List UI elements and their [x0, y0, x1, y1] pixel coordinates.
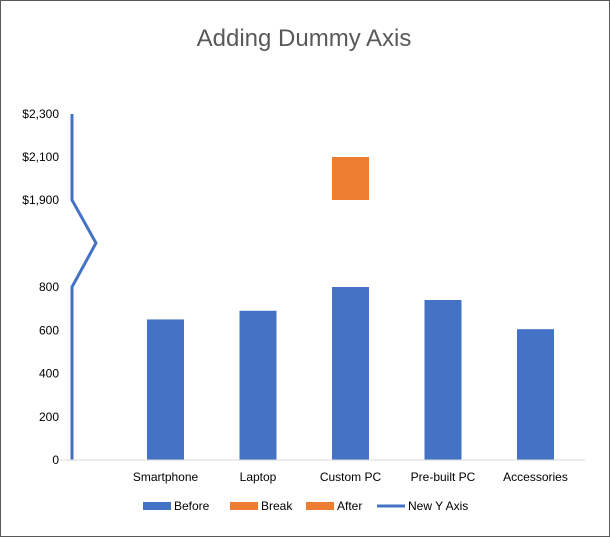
legend-label-0: Before	[174, 499, 210, 513]
category-label-3: Pre-built PC	[411, 470, 476, 484]
bar-after-2	[332, 157, 369, 200]
y-tick-label-upper-1: $2,100	[22, 150, 59, 164]
y-tick-label-lower-2: 400	[39, 367, 59, 381]
category-label-0: Smartphone	[133, 470, 199, 484]
legend-label-2: After	[337, 499, 362, 513]
legend: Before Break After New Y Axis	[143, 499, 468, 513]
y-tick-label-lower-3: 600	[39, 323, 59, 337]
bar-before-2	[332, 287, 369, 460]
bar-before-0	[147, 319, 184, 460]
chart-title: Adding Dummy Axis	[197, 25, 412, 52]
x-axis: Smartphone Laptop Custom PC Pre-built PC Acc…	[60, 459, 585, 484]
category-label-2: Custom PC	[320, 470, 382, 484]
y-tick-label-lower-4: 800	[39, 280, 59, 294]
bar-before-3	[424, 299, 462, 460]
legend-label-3: New Y Axis	[408, 499, 468, 513]
bar-before-4	[517, 329, 554, 460]
bar-before-1	[239, 310, 277, 460]
y-tick-label-lower-0: 0	[52, 453, 59, 467]
legend-swatch-1	[230, 502, 258, 510]
bars-layer	[147, 157, 554, 460]
legend-swatch-2	[306, 502, 334, 510]
category-label-1: Laptop	[240, 470, 277, 484]
y-tick-label-lower-1: 200	[39, 410, 59, 424]
legend-swatch-0	[143, 502, 171, 510]
legend-label-1: Break	[261, 499, 293, 513]
new-y-axis-line	[70, 114, 98, 460]
y-tick-label-upper-2: $2,300	[22, 107, 59, 121]
y-axis: 0 200 400 600 800 $1,900 $2,100 $2,300	[22, 107, 98, 467]
y-tick-label-upper-0: $1,900	[22, 193, 59, 207]
category-label-4: Accessories	[503, 470, 568, 484]
